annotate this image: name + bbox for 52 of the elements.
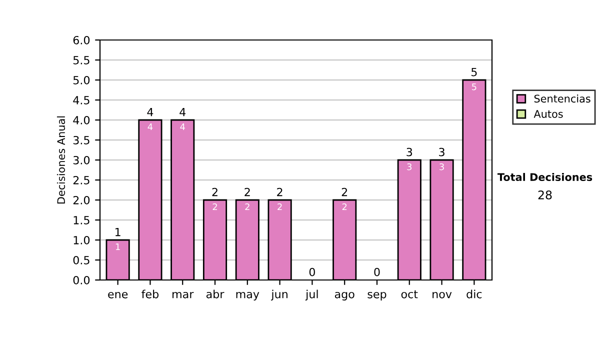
x-tick-label: ene: [108, 292, 128, 298]
x-tick-label: ago: [334, 292, 354, 300]
total-label: 1: [116, 228, 120, 236]
legend-label: Sentencias: [534, 94, 590, 103]
total-label: 4: [147, 108, 154, 116]
text: 4.0: [73, 116, 90, 124]
text: 3.5: [73, 136, 90, 144]
text: Total Decisiones: [497, 172, 592, 182]
text: 3.0: [73, 156, 90, 164]
x-tick-label: nov: [432, 292, 452, 298]
text: 1.0: [74, 236, 90, 244]
text: 6.0: [73, 36, 90, 44]
total-label: 5: [472, 68, 477, 76]
x-tick-label: abr: [206, 290, 224, 298]
text: 0.5: [73, 256, 90, 264]
data-label: 2: [245, 203, 250, 210]
x-tick-label: mar: [172, 292, 194, 298]
text: 5.0: [73, 76, 90, 84]
x-tick-label: may: [236, 292, 260, 300]
data-label: 2: [342, 203, 347, 210]
total-label: 2: [342, 188, 348, 196]
text: 1.5: [74, 216, 90, 224]
text: 2.5: [73, 176, 90, 184]
text: 28: [538, 190, 552, 200]
x-tick-label: jun: [271, 290, 288, 300]
data-label: 1: [116, 243, 120, 250]
x-tick-label: dic: [466, 290, 482, 298]
text: 2.0: [73, 196, 90, 204]
total-label: 4: [180, 108, 186, 116]
text: 4.5: [73, 96, 90, 104]
data-label: 2: [278, 203, 282, 210]
total-label: 2: [277, 188, 282, 196]
data-label: 2: [212, 203, 217, 210]
x-tick-label: jul: [305, 290, 318, 300]
total-label: 2: [244, 188, 250, 196]
data-label: 4: [180, 123, 185, 130]
y-axis-title: Decisiones Anual: [56, 116, 66, 204]
x-tick-label: feb: [142, 290, 159, 298]
total-label: 0: [309, 268, 315, 276]
total-label: 0: [374, 268, 380, 276]
x-tick-label: sep: [368, 292, 386, 300]
total-label: 3: [439, 148, 444, 156]
data-label: 3: [407, 163, 412, 170]
data-label: 4: [148, 123, 153, 130]
data-label: 3: [440, 163, 444, 170]
text: 5.5: [73, 56, 90, 64]
text: 0.0: [73, 276, 90, 284]
legend-label: Autos: [534, 110, 563, 118]
total-label: 2: [212, 188, 218, 196]
data-label: 5: [472, 83, 476, 90]
total-label: 3: [406, 148, 412, 156]
x-tick-label: oct: [401, 290, 418, 298]
